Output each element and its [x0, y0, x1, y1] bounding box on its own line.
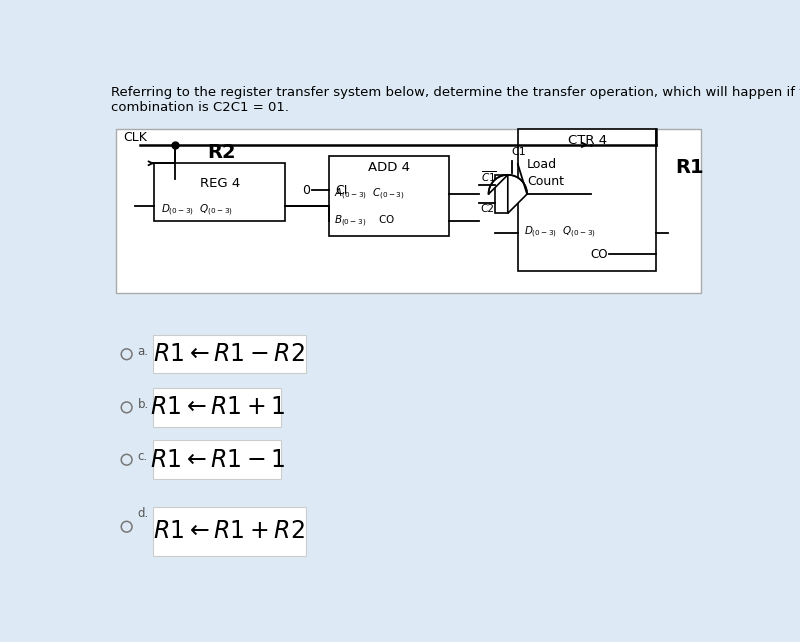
Text: R2: R2 [207, 143, 236, 162]
Text: CTR 4: CTR 4 [567, 134, 606, 148]
Text: Referring to the register transfer system below, determine the transfer operatio: Referring to the register transfer syste… [111, 86, 800, 114]
Bar [518, 130, 657, 271]
Text: $\overline{C1}$: $\overline{C1}$ [481, 169, 497, 184]
Text: Load: Load [527, 157, 557, 171]
Polygon shape [489, 175, 527, 213]
Bar [116, 130, 701, 293]
Text: b.: b. [138, 398, 149, 411]
Text: $D_{(0-3)}$  $Q_{(0-3)}$: $D_{(0-3)}$ $Q_{(0-3)}$ [161, 202, 233, 218]
Text: C2: C2 [481, 204, 495, 214]
Bar [329, 155, 449, 236]
Text: 0: 0 [302, 184, 310, 196]
Text: ADD 4: ADD 4 [368, 160, 410, 173]
Text: CO: CO [590, 248, 607, 261]
FancyBboxPatch shape [153, 388, 282, 427]
FancyBboxPatch shape [153, 335, 306, 374]
Text: $R1 \leftarrow R1 + 1$: $R1 \leftarrow R1 + 1$ [150, 395, 286, 419]
Bar [494, 175, 508, 213]
FancyBboxPatch shape [153, 507, 306, 556]
Text: a.: a. [138, 345, 149, 358]
Text: $A_{(0-3)}$  $C_{(0-3)}$: $A_{(0-3)}$ $C_{(0-3)}$ [334, 186, 405, 202]
Text: c.: c. [138, 450, 147, 463]
Text: $R1 \leftarrow R1 - R2$: $R1 \leftarrow R1 - R2$ [153, 342, 305, 366]
Text: $B_{(0-3)}$    CO: $B_{(0-3)}$ CO [334, 213, 395, 229]
Text: d.: d. [138, 507, 149, 520]
FancyBboxPatch shape [153, 440, 282, 479]
Text: Count: Count [527, 175, 564, 188]
Text: R1: R1 [676, 159, 704, 177]
Text: $R1 \leftarrow R1 - 1$: $R1 \leftarrow R1 - 1$ [150, 447, 286, 472]
Text: CLK: CLK [123, 132, 147, 144]
Text: $R1 \leftarrow R1 + R2$: $R1 \leftarrow R1 + R2$ [153, 519, 305, 543]
Bar [154, 163, 286, 221]
Bar [507, 175, 510, 213]
Text: CI: CI [335, 184, 348, 196]
Text: REG 4: REG 4 [200, 177, 240, 190]
Text: $D_{(0-3)}$  $Q_{(0-3)}$: $D_{(0-3)}$ $Q_{(0-3)}$ [524, 225, 596, 240]
Text: C1: C1 [512, 147, 526, 157]
